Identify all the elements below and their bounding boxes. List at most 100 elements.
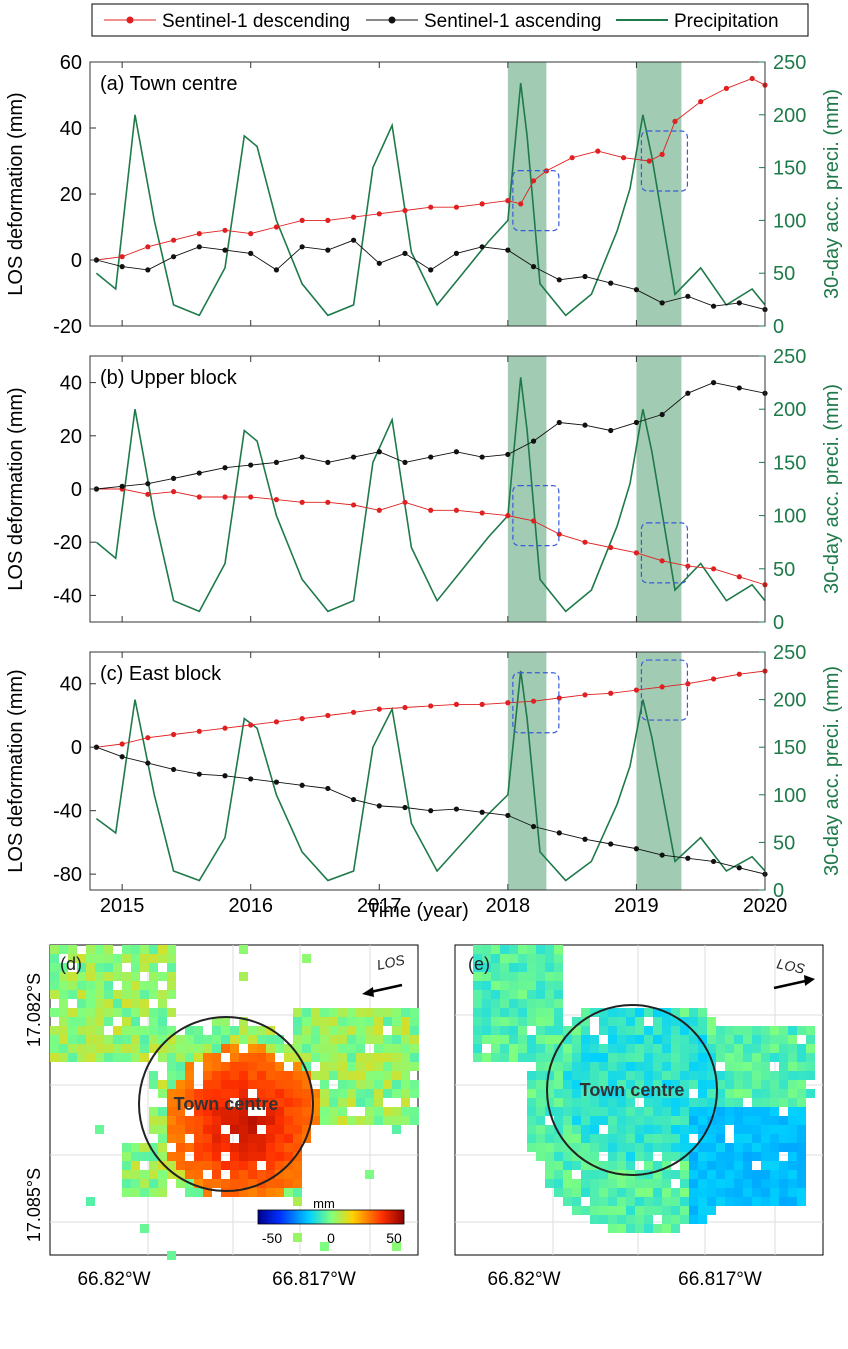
map-pixel <box>185 1035 194 1044</box>
map-pixel <box>329 1008 338 1017</box>
map-pixel <box>545 963 554 972</box>
map-pixel <box>644 1152 653 1161</box>
map-pixel <box>275 1089 284 1098</box>
map-pixel <box>662 1161 671 1170</box>
map-pixel <box>86 990 95 999</box>
map-pixel <box>518 963 527 972</box>
map-pixel <box>140 1035 149 1044</box>
map-pixel <box>473 1044 482 1053</box>
legend-item-precipitation: Precipitation <box>616 11 779 32</box>
highlight-box <box>640 130 689 192</box>
map-pixel <box>149 1143 158 1152</box>
map-pixel <box>113 972 122 981</box>
map-pixel <box>203 1089 212 1098</box>
map-pixel <box>185 1053 194 1062</box>
map-pixel <box>509 1035 518 1044</box>
map-pixel <box>113 963 122 972</box>
map-pixel <box>167 1107 176 1116</box>
map-pixel <box>716 1179 725 1188</box>
map-pixel <box>779 1170 788 1179</box>
map-pixel <box>554 1170 563 1179</box>
map-pixel <box>581 1143 590 1152</box>
map-pixel <box>797 1116 806 1125</box>
map-pixel <box>230 1143 239 1152</box>
map-pixel <box>644 1134 653 1143</box>
map-pixel <box>257 1116 266 1125</box>
map-pixel <box>752 1044 761 1053</box>
map-pixel <box>356 1044 365 1053</box>
map-pixel <box>329 1017 338 1026</box>
map-pixel <box>122 972 131 981</box>
map-pixel <box>338 1071 347 1080</box>
map-pixel <box>401 1116 410 1125</box>
map-pixel <box>482 1008 491 1017</box>
map-pixel <box>248 1161 257 1170</box>
ascending-point <box>119 754 125 760</box>
map-pixel <box>266 1053 275 1062</box>
map-pixel <box>176 1053 185 1062</box>
map-pixel <box>230 1044 239 1053</box>
map-pixel <box>653 1161 662 1170</box>
descending-point <box>608 544 614 551</box>
map-pixel <box>527 954 536 963</box>
map-pixel <box>734 1062 743 1071</box>
map-pixel <box>311 1107 320 1116</box>
map-pixel <box>248 1179 257 1188</box>
map-pixel <box>635 1215 644 1224</box>
map-pixel <box>185 1026 194 1035</box>
highlight-box <box>512 170 560 232</box>
map-pixel <box>401 1107 410 1116</box>
map-pixel <box>230 1152 239 1161</box>
descending-point <box>248 494 254 500</box>
map-pixel <box>410 1026 419 1035</box>
map-pixel <box>95 1008 104 1017</box>
map-pixel <box>239 1125 248 1134</box>
map-pixel <box>563 1089 572 1098</box>
map-pixel <box>572 1035 581 1044</box>
map-pixel <box>608 1134 617 1143</box>
map-pixel <box>491 999 500 1008</box>
left-tick-label: 0 <box>71 737 82 759</box>
map-pixel <box>491 981 500 990</box>
map-pixel <box>761 1053 770 1062</box>
descending-point <box>145 244 151 250</box>
map-pixel <box>257 1035 266 1044</box>
map-pixel <box>536 1089 545 1098</box>
map-pixel <box>626 1224 635 1233</box>
map-pixel <box>212 1044 221 1053</box>
map-pixel <box>761 1134 770 1143</box>
map-pixel <box>788 1053 797 1062</box>
map-pixel <box>374 1044 383 1053</box>
map-pixel <box>167 990 176 999</box>
map-pixel <box>608 1188 617 1197</box>
descending-point <box>248 231 254 237</box>
map-pixel <box>581 1161 590 1170</box>
ascending-point <box>273 459 280 465</box>
map-pixel <box>779 1044 788 1053</box>
map-pixel <box>680 1080 689 1089</box>
map-pixel <box>563 1098 572 1107</box>
map-pixel <box>275 1044 284 1053</box>
map-pixel <box>662 1098 671 1107</box>
descending-point <box>299 217 305 223</box>
map-pixel <box>239 1179 248 1188</box>
map-pixel <box>212 1143 221 1152</box>
map-pixel <box>635 1116 644 1125</box>
left-tick-label: -20 <box>53 316 82 338</box>
map-pixel <box>698 1017 707 1026</box>
map-pixel <box>590 1008 599 1017</box>
map-pixel <box>680 1188 689 1197</box>
map-pixel <box>608 1116 617 1125</box>
map-pixel <box>131 999 140 1008</box>
map-pixel <box>518 954 527 963</box>
map-pixel <box>581 1080 590 1089</box>
map-pixel <box>563 1116 572 1125</box>
map-pixel <box>320 1107 329 1116</box>
map-pixel <box>662 1071 671 1080</box>
map-pixel <box>293 1053 302 1062</box>
map-pixel <box>257 1089 266 1098</box>
map-pixel <box>554 1017 563 1026</box>
map-pixel <box>122 1017 131 1026</box>
map-pixel <box>635 1071 644 1080</box>
